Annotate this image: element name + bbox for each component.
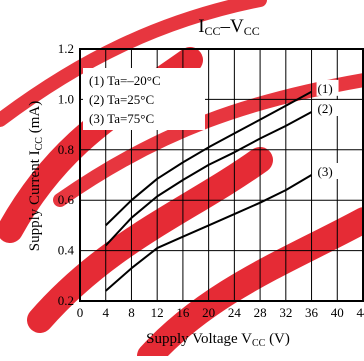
x-axis-label-suffix: (V) [265,331,290,347]
chart-title-sub1: CC [205,24,221,38]
x-tick-label: 20 [202,305,215,320]
legend: (1) Ta=–20°C (2) Ta=25°C (3) Ta=75°C [83,68,205,130]
y-axis-label: Supply Current ICC (mA) [27,101,45,251]
y-tick-label: 0.6 [58,192,75,207]
x-tick-label: 44 [357,305,364,320]
x-tick-label: 32 [279,305,292,320]
x-axis-label: Supply Voltage VCC (V) [146,331,290,349]
x-tick-label: 16 [176,305,190,320]
y-tick-label: 0.4 [58,243,75,258]
x-tick-label: 28 [254,305,267,320]
x-axis-label-prefix: Supply Voltage V [146,331,252,347]
legend-entry: (2) Ta=25°C [89,92,154,107]
x-axis-label-sub: CC [252,338,266,349]
x-tick-label: 4 [102,305,109,320]
y-axis-label-prefix: Supply Current I [27,150,43,251]
y-tick-label: 1.0 [58,91,74,106]
chart-title-main2: V [230,16,244,37]
legend-entry: (1) Ta=–20°C [89,73,161,88]
series-label-1: (1) [318,81,333,96]
chart-title-dash: – [220,16,231,37]
x-tick-label: 36 [305,305,319,320]
legend-entry: (3) Ta=75°C [89,111,154,126]
y-tick-label: 1.2 [58,41,74,56]
y-tick-label: 0.8 [58,142,74,157]
x-tick-label: 24 [228,305,242,320]
series-label-3: (3) [318,164,333,179]
x-tick-label: 0 [77,305,84,320]
series-label-2: (2) [318,101,333,116]
y-axis-label-sub: CC [34,137,45,151]
y-tick-label: 0.2 [58,293,74,308]
series-labels: (1) (2) (3) [317,80,339,179]
x-tick-label: 40 [331,305,344,320]
x-tick-label: 12 [151,305,164,320]
y-axis-label-suffix: (mA) [27,101,43,137]
chart-title-sub2: CC [244,24,260,38]
x-tick-label: 8 [128,305,135,320]
